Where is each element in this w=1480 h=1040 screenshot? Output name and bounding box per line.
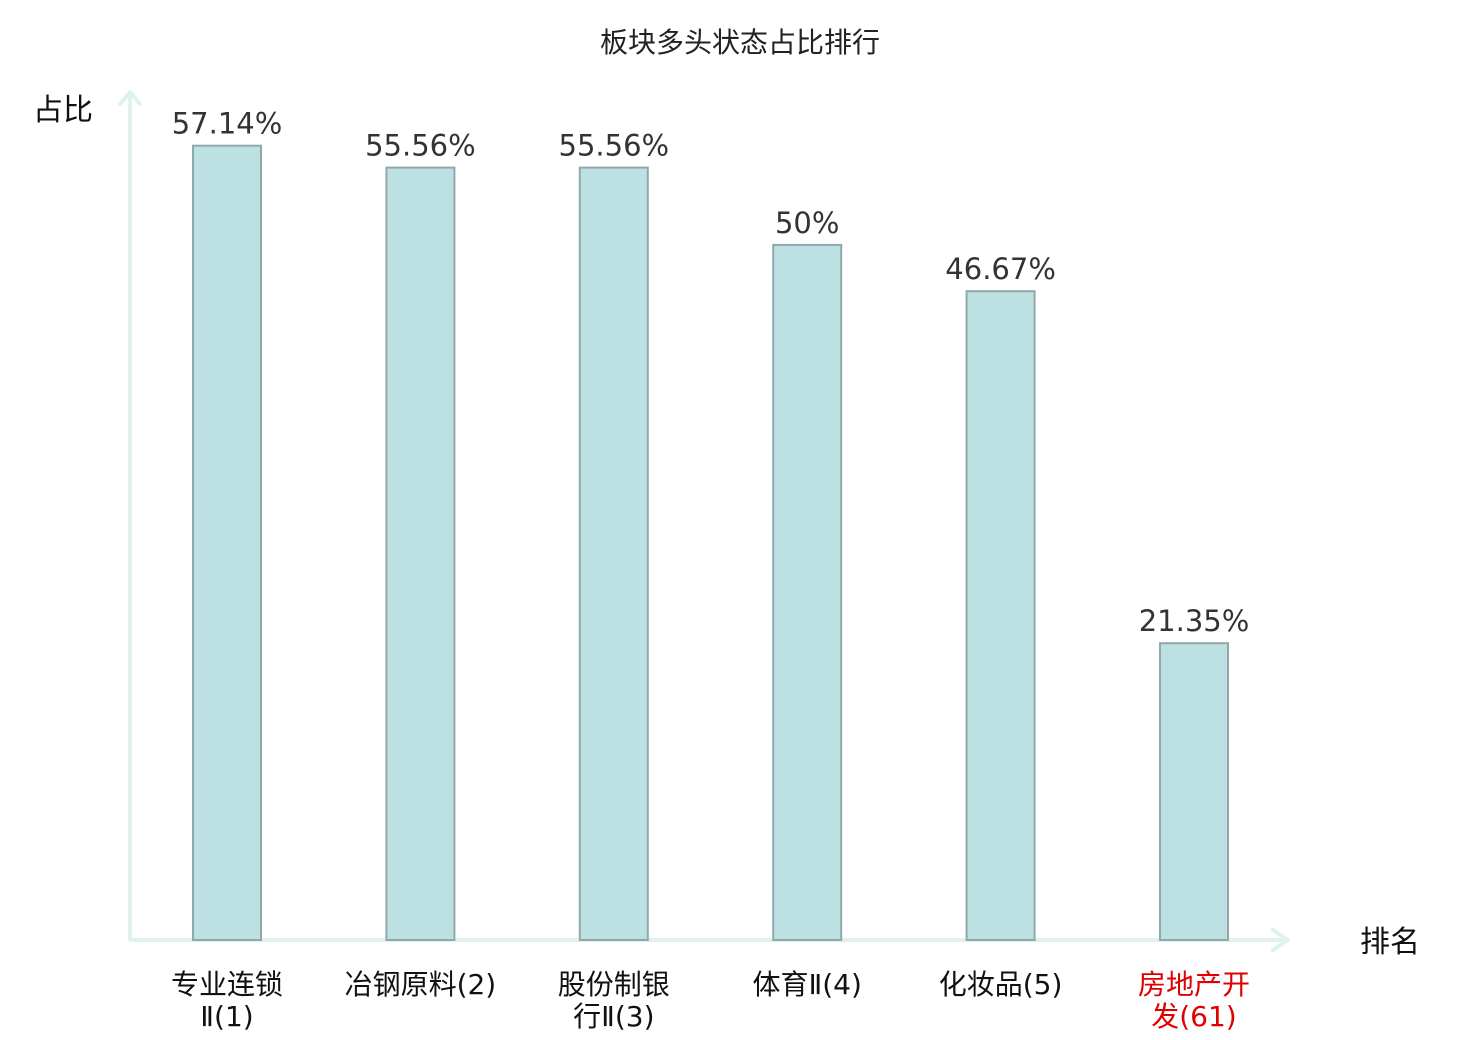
bar	[578, 166, 649, 942]
bar	[1159, 642, 1229, 941]
chart-title: 板块多头状态占比排行	[600, 26, 880, 59]
x-axis-name: 排名	[1360, 925, 1420, 960]
bar	[192, 144, 262, 941]
y-axis	[118, 90, 142, 941]
category-label: 体育Ⅱ(4)	[752, 968, 861, 1001]
y-axis-arrow-icon	[118, 90, 142, 106]
bar-value-label: 55.56%	[365, 129, 476, 163]
bars	[192, 144, 1229, 942]
bar	[772, 243, 843, 941]
bar-value-label: 50%	[775, 206, 839, 240]
category-label: 股份制银	[558, 968, 670, 1001]
category-label: Ⅱ(1)	[200, 1000, 253, 1033]
bar-value-label: 57.14%	[172, 107, 283, 141]
x-axis	[130, 928, 1290, 952]
category-label: 冶钢原料(2)	[345, 968, 497, 1001]
category-label: 房地产开	[1138, 968, 1250, 1001]
category-label: 行Ⅱ(3)	[573, 1000, 654, 1033]
value-labels: 57.14% 55.56% 55.56% 50% 46.67% 21.35%	[172, 107, 1250, 639]
bar	[385, 166, 456, 942]
bar	[965, 290, 1036, 941]
bar-value-label: 21.35%	[1139, 604, 1250, 638]
category-label: 专业连锁	[171, 968, 283, 1001]
bar-value-label: 55.56%	[559, 129, 670, 163]
x-axis-arrow-icon	[1271, 928, 1290, 952]
bar-value-label: 46.67%	[945, 252, 1056, 286]
category-label: 发(61)	[1151, 1000, 1236, 1033]
category-label: 化妆品(5)	[939, 968, 1063, 1001]
y-axis-name: 占比	[33, 93, 93, 128]
